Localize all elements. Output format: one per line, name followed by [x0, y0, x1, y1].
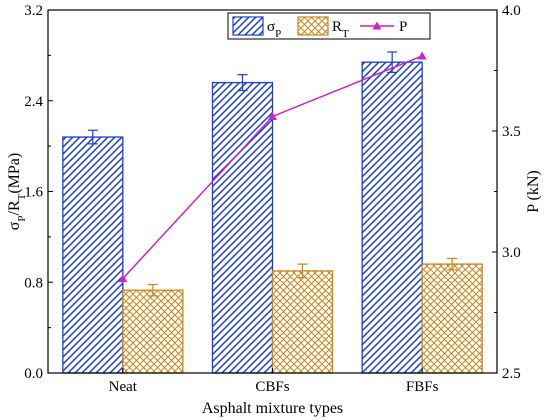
y-left-tick-label: 0.0 — [24, 366, 43, 382]
y-right-tick-label: 4.0 — [502, 3, 521, 19]
y-axis-right-title: P (kN) — [525, 170, 542, 213]
legend-swatch-p-marker — [372, 21, 382, 30]
y-left-tick-label: 0.8 — [24, 275, 43, 291]
y-right-tick-label: 3.5 — [502, 124, 521, 140]
legend-swatch-sigma-p — [232, 16, 264, 36]
legend-swatch-r-t — [297, 16, 329, 36]
legend-label-p: P — [399, 19, 407, 35]
bar-1-cbfs — [271, 270, 334, 374]
bar-0-neat — [62, 136, 124, 374]
marker-p-fbfs — [417, 51, 427, 60]
error-bars-layer — [87, 51, 458, 297]
legend: σP RT P — [227, 12, 431, 40]
y-left-tick-label: 3.2 — [24, 3, 43, 19]
ticks-layer: 0.0 0.8 1.6 2.4 3.2 2.5 3.0 3.5 4.0 Neat CBFs FBFs — [24, 3, 521, 395]
bar-0-cbfs — [211, 81, 274, 374]
legend-label-sigma-p: σP — [267, 19, 281, 40]
y-right-tick-label: 3.0 — [502, 245, 521, 261]
y-axis-left-title: σP/RT(MPa) — [6, 153, 28, 231]
marker-p-cbfs — [268, 111, 277, 120]
x-tick-label: FBFs — [406, 379, 439, 395]
bars-layer — [62, 61, 483, 374]
line-series-layer — [118, 51, 427, 283]
marker-p-neat — [118, 274, 128, 283]
bar-1-fbfs — [421, 263, 483, 374]
bar-1-neat — [122, 289, 184, 374]
x-tick-label: CBFs — [255, 379, 289, 395]
y-right-tick-label: 2.5 — [502, 366, 521, 382]
x-tick-label: Neat — [109, 379, 138, 395]
legend-label-r-t: RT — [332, 19, 349, 40]
x-axis-title: Asphalt mixture types — [202, 400, 343, 417]
y-left-tick-label: 2.4 — [24, 94, 43, 110]
bar-0-fbfs — [361, 61, 423, 374]
y-left-tick-label: 1.6 — [24, 185, 43, 201]
